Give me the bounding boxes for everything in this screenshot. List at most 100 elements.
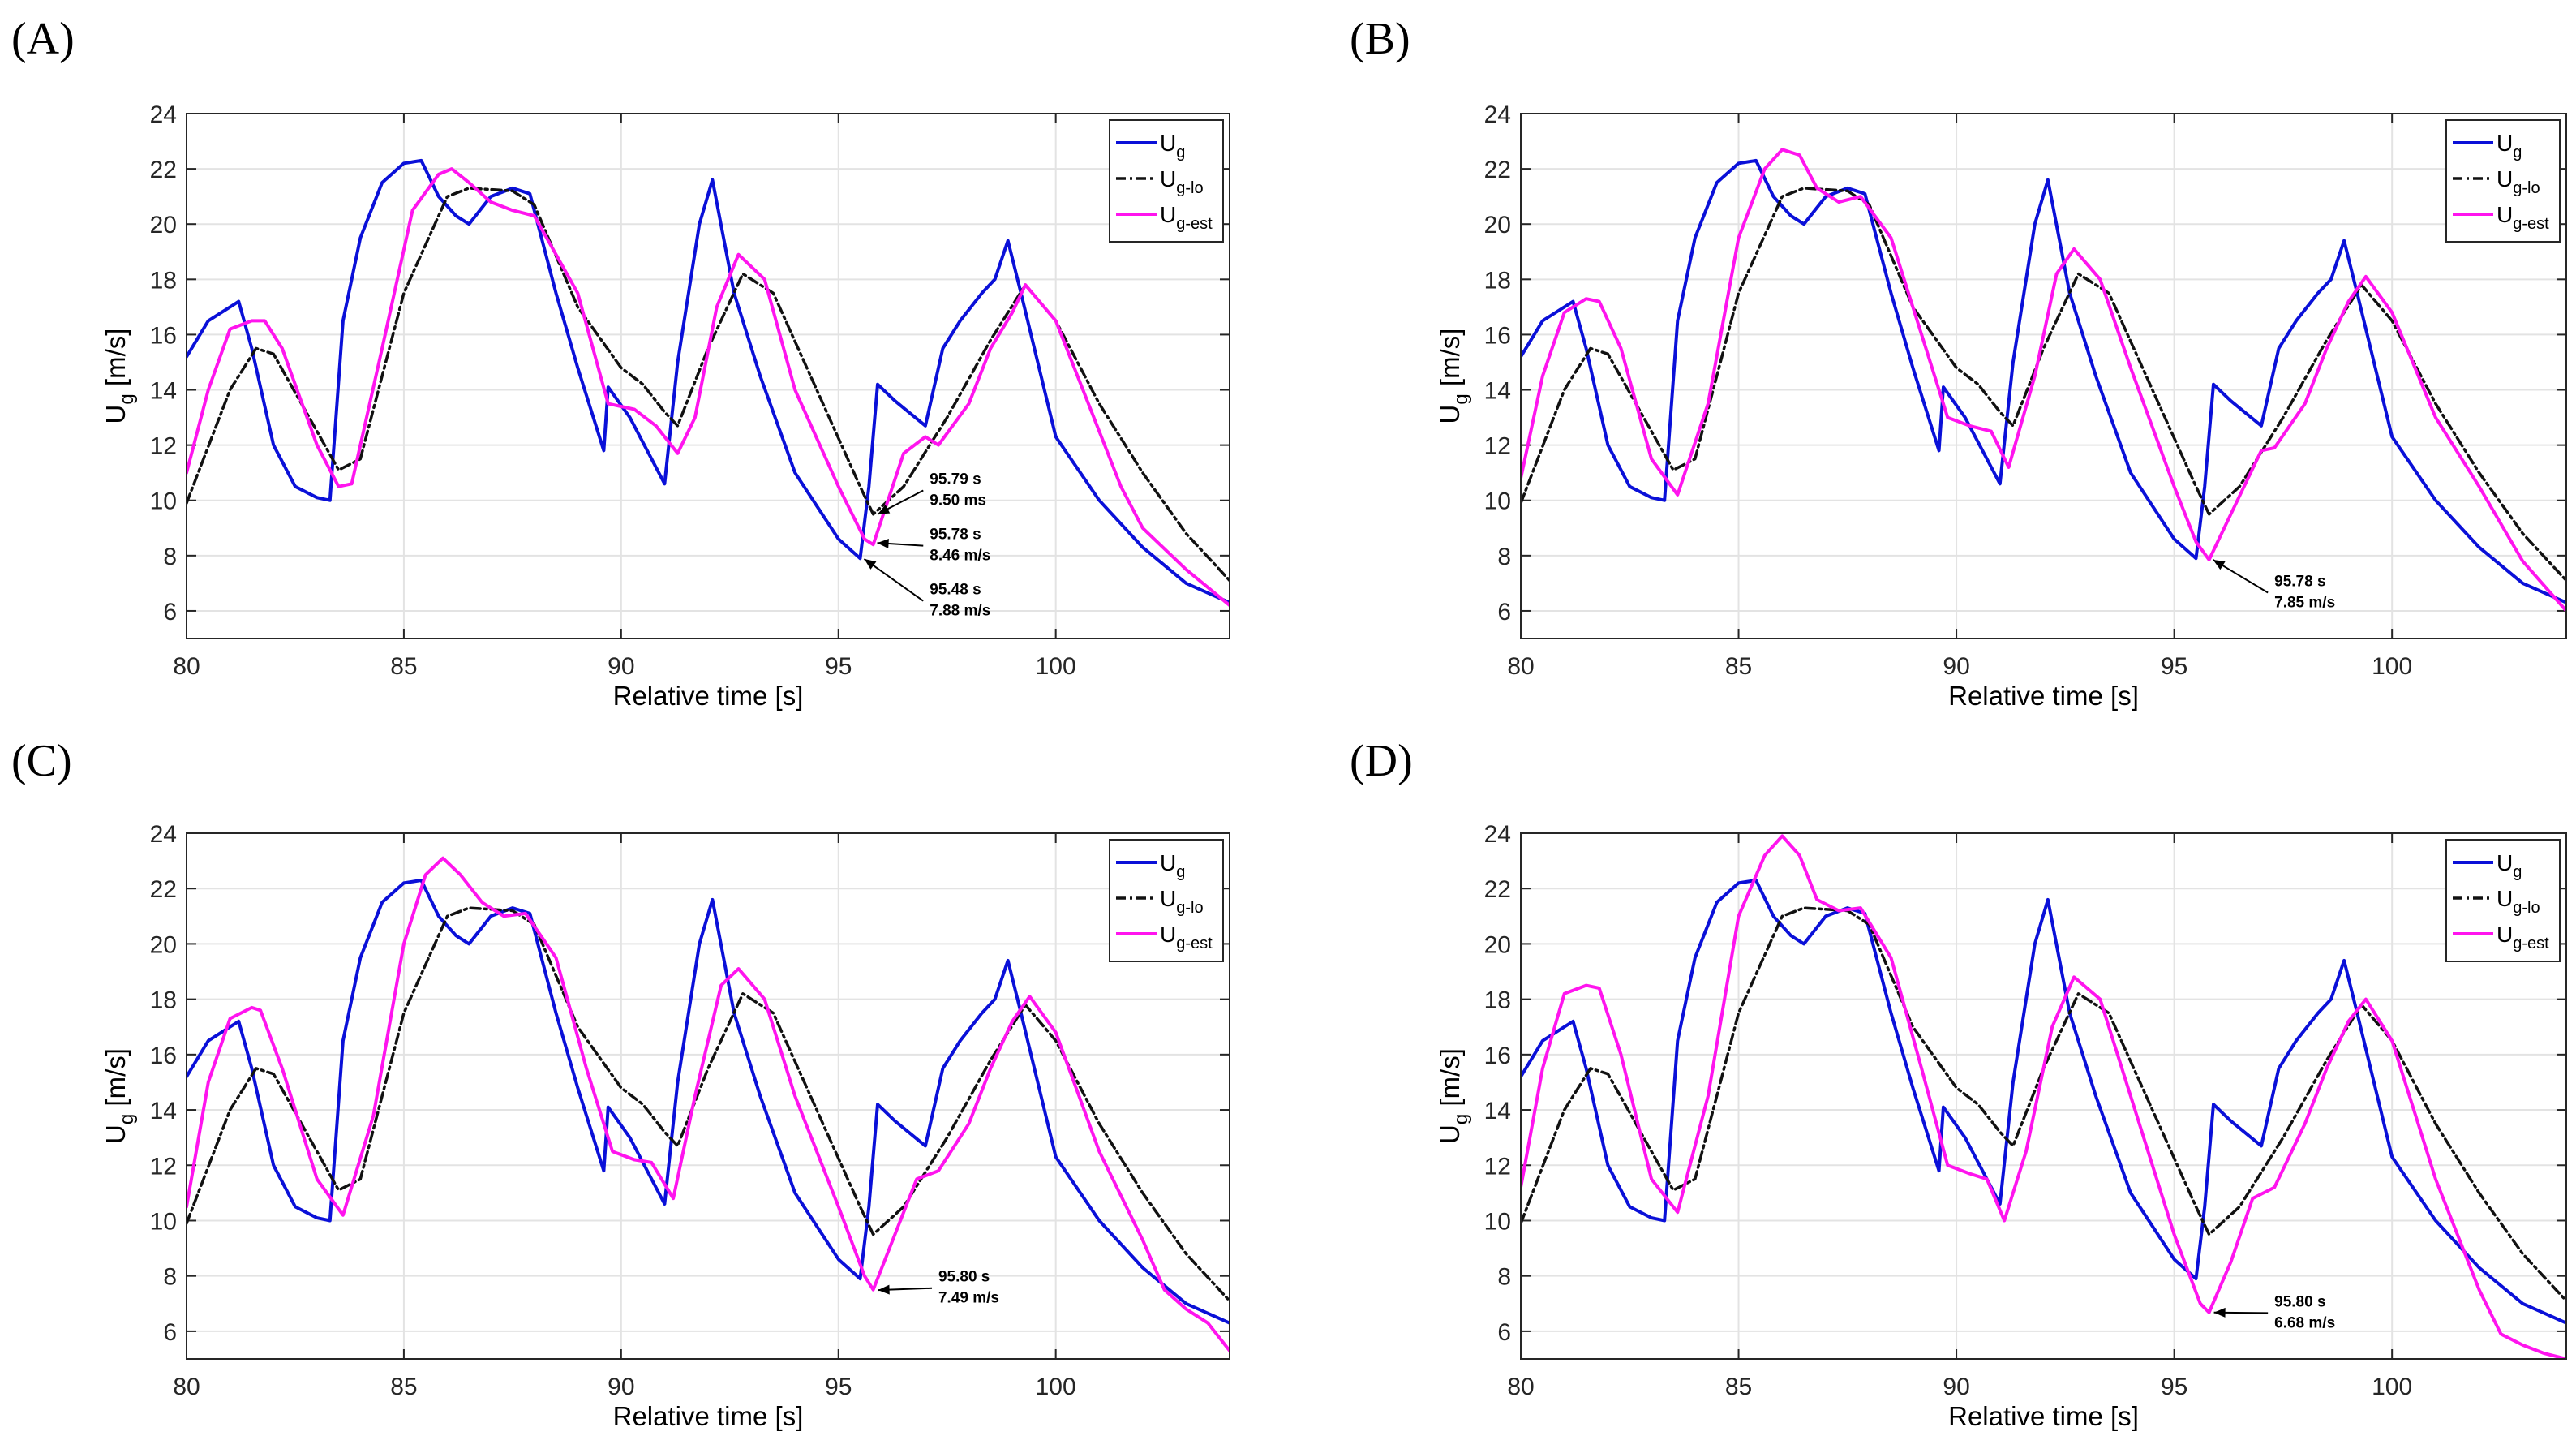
series-group — [1521, 834, 2566, 1359]
legend-entry-label: Ug-est — [2497, 202, 2549, 233]
legend-box — [2445, 839, 2561, 962]
y-tick-label: 10 — [1484, 488, 1511, 515]
y-tick-label: 16 — [1484, 322, 1511, 349]
series-group — [1521, 148, 2566, 613]
series-line-ug-est — [1521, 834, 2566, 1359]
legend: Ug Ug-lo Ug-est — [2445, 119, 2561, 243]
annotation-value: 9.50 ms — [930, 492, 986, 510]
grid-lines — [186, 832, 1230, 1359]
y-tick-label: 6 — [163, 599, 177, 626]
legend-entry-label: Ug-lo — [2497, 166, 2540, 197]
series-line-ug — [1521, 158, 2566, 604]
annotations: 95.80 s 7.49 m/s — [878, 1269, 999, 1307]
chart-panel-d: (D) 80 85 90 95 100 6 8 10 12 14 16 18 20 22 24 Relative… — [1350, 736, 2567, 1431]
legend: Ug Ug-lo Ug-est — [1109, 839, 1224, 962]
y-tick-label: 6 — [163, 1319, 177, 1346]
x-tick-label: 85 — [390, 653, 417, 680]
annotation-value: 7.88 m/s — [930, 603, 990, 620]
annotation-value: 6.68 m/s — [2274, 1314, 2335, 1331]
y-axis-label-text: Ug [m/s] — [101, 329, 138, 424]
series-line-ug — [187, 158, 1230, 604]
annotation-time: 95.80 s — [2274, 1293, 2325, 1310]
legend-entry-label: Ug — [2497, 850, 2522, 881]
series-line-ug-lo — [1521, 187, 2566, 583]
y-axis-label-text: Ug [m/s] — [1435, 329, 1472, 424]
annotation-time: 95.78 s — [2274, 574, 2325, 591]
x-tick-label: 90 — [608, 1374, 634, 1400]
y-tick-label: 8 — [1497, 1264, 1511, 1291]
legend-entry-label: Ug-est — [1160, 202, 1213, 233]
legend-entry-label: Ug-lo — [1160, 166, 1204, 197]
x-axis-label: Relative time [s] — [1948, 1401, 2139, 1431]
x-tick-label: 85 — [1725, 1374, 1752, 1400]
y-axis-label: Ug [m/s] — [1435, 1048, 1472, 1144]
annotation-value: 7.85 m/s — [2274, 595, 2335, 612]
panel-label: (B) — [1350, 14, 1410, 64]
series-line-ug-est — [187, 167, 1230, 608]
y-tick-label: 20 — [1484, 212, 1511, 239]
panel-label: (D) — [1350, 736, 1413, 786]
y-tick-label: 24 — [150, 101, 177, 128]
legend-entry-label: Ug-est — [1160, 922, 1213, 952]
y-axis-label-text: Ug [m/s] — [101, 1048, 138, 1144]
y-tick-label: 16 — [1484, 1043, 1511, 1069]
legend-entry-label: Ug-lo — [2497, 886, 2540, 917]
y-tick-label: 14 — [150, 1098, 177, 1124]
y-tick-label: 16 — [150, 1043, 177, 1069]
x-tick-label: 90 — [1943, 1374, 1969, 1400]
y-tick-label: 10 — [150, 488, 177, 515]
x-tick-label: 95 — [2161, 1374, 2187, 1400]
legend-entry-label: Ug-est — [2497, 922, 2549, 952]
chart-panel-b: (B) 80 85 90 95 100 6 8 10 12 14 16 18 20 22 24 Relative… — [1350, 14, 2567, 711]
y-tick-label: 20 — [150, 931, 177, 958]
x-tick-label: 100 — [1036, 653, 1076, 680]
x-tick-label: 95 — [825, 653, 852, 680]
series-group — [187, 158, 1230, 608]
annotations: 95.78 s 7.85 m/s — [2213, 559, 2335, 612]
legend-entry-label: Ug — [2497, 131, 2522, 161]
y-tick-label: 16 — [150, 322, 177, 349]
x-tick-label: 100 — [1036, 1374, 1076, 1400]
y-tick-label: 24 — [150, 821, 177, 848]
annotation-arrow-head — [864, 558, 877, 570]
y-axis-label: Ug [m/s] — [1435, 329, 1472, 424]
legend: Ug Ug-lo Ug-est — [1109, 119, 1224, 243]
x-tick-label: 100 — [2372, 1374, 2412, 1400]
series-line-ug-lo — [187, 906, 1230, 1303]
chart-panel-c: (C) 80 85 90 95 100 6 8 10 12 14 16 18 20 22 24 Relative… — [11, 736, 1230, 1431]
series-group — [187, 856, 1230, 1352]
y-tick-label: 24 — [1484, 101, 1511, 128]
series-line-ug — [1521, 879, 2566, 1325]
y-tick-label: 20 — [1484, 931, 1511, 958]
y-tick-label: 12 — [1484, 1153, 1511, 1180]
axes-box — [1520, 113, 2567, 639]
legend-box — [1109, 839, 1224, 962]
y-axis-label-text: Ug [m/s] — [1435, 1048, 1472, 1144]
y-tick-label: 10 — [150, 1208, 177, 1235]
series-line-ug-est — [187, 856, 1230, 1352]
y-tick-label: 18 — [150, 267, 177, 294]
annotation-value: 8.46 m/s — [930, 548, 990, 565]
y-tick-label: 20 — [150, 212, 177, 239]
annotations: 95.79 s 9.50 ms 95.78 s 8.46 m/s 95.48 s 7.88… — [863, 471, 990, 620]
y-tick-label: 14 — [150, 378, 177, 405]
y-tick-label: 22 — [150, 876, 177, 903]
annotation-value: 7.49 m/s — [938, 1290, 999, 1307]
annotation-time: 95.48 s — [930, 582, 981, 599]
x-tick-label: 80 — [1507, 653, 1534, 680]
x-axis-label: Relative time [s] — [1948, 681, 2139, 711]
y-tick-label: 6 — [1497, 1319, 1511, 1346]
legend-entry-label: Ug — [1160, 131, 1185, 161]
y-tick-label: 6 — [1497, 599, 1511, 626]
x-tick-label: 95 — [2161, 653, 2187, 680]
annotation-arrow-head — [2213, 1307, 2226, 1318]
y-tick-label: 14 — [1484, 1098, 1511, 1124]
y-tick-label: 10 — [1484, 1208, 1511, 1235]
legend-entry-label: Ug-lo — [1160, 886, 1204, 917]
series-line-ug — [187, 879, 1230, 1325]
y-tick-label: 8 — [163, 1264, 177, 1291]
x-tick-label: 90 — [608, 653, 634, 680]
x-tick-label: 85 — [390, 1374, 417, 1400]
annotation-arrow-head — [878, 505, 891, 514]
